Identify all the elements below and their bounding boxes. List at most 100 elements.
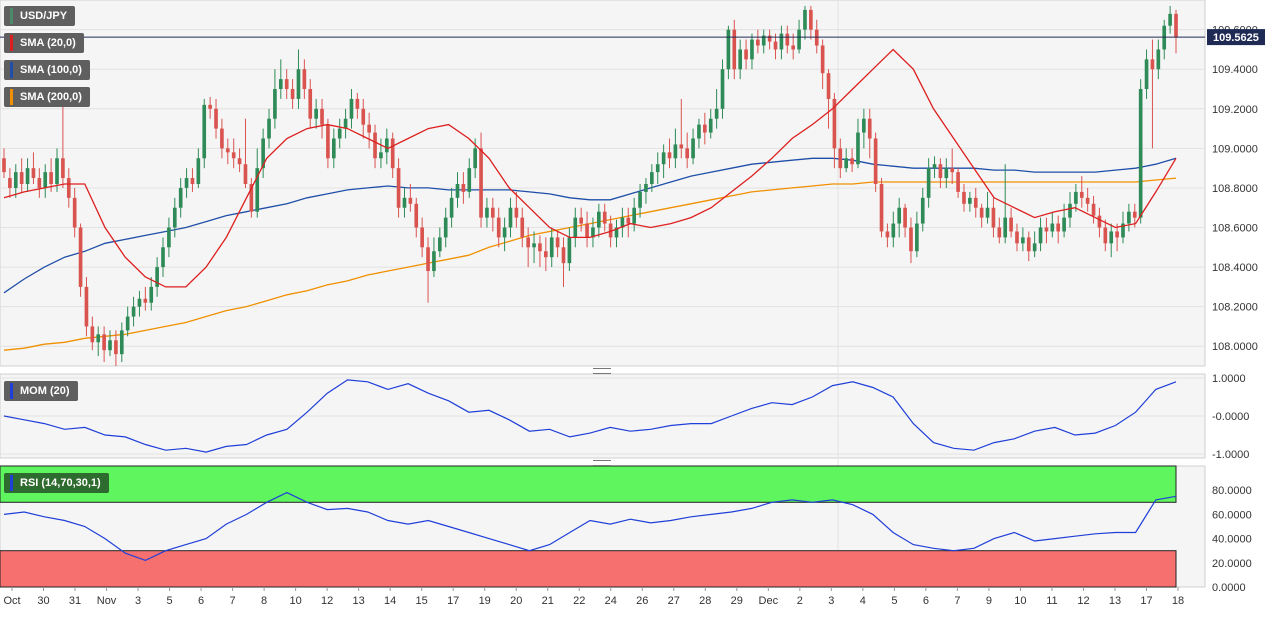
candle-body [791, 45, 796, 50]
legend-label-sma-100: SMA (100,0) [20, 64, 82, 76]
candle-body [561, 247, 566, 264]
x-tick-label: 13 [1109, 595, 1121, 607]
candle-body [597, 211, 601, 228]
candle-body [997, 227, 1002, 238]
legend-mom[interactable]: MOM (20) [4, 381, 78, 401]
candle-body [685, 148, 690, 159]
candle-body [873, 138, 878, 184]
candle-body [131, 306, 136, 317]
candle-body [520, 217, 525, 238]
candle-body [1127, 211, 1131, 224]
candle-body [1109, 231, 1114, 244]
rsi-tick-label: 60.0000 [1212, 509, 1252, 521]
candle-body [549, 237, 554, 258]
x-tick-label: Nov [97, 595, 117, 607]
candle-body [361, 108, 366, 125]
candle-body [779, 33, 784, 50]
candle-body [1068, 203, 1072, 218]
candle-body [396, 168, 401, 208]
candle-body [90, 326, 95, 343]
candle-body [926, 168, 931, 198]
candle-body [178, 187, 183, 208]
candle-body [650, 172, 654, 184]
candle-body [844, 158, 849, 169]
candle-body [1085, 197, 1090, 204]
candle-body [426, 247, 430, 272]
legend-swatch-mom [10, 383, 13, 399]
x-tick-label: 28 [699, 595, 711, 607]
rsi-tick-label: 40.0000 [1212, 534, 1252, 546]
candle-body [414, 203, 419, 228]
candle-body [249, 183, 254, 212]
candle-body [1174, 13, 1178, 38]
candle-body [920, 197, 925, 224]
candle-body [25, 168, 30, 184]
x-tick-label: 27 [668, 595, 680, 607]
candle-body [697, 124, 701, 139]
candle-body [750, 39, 754, 60]
candle-body [155, 267, 159, 287]
x-tick-label: 21 [542, 595, 554, 607]
legend-sma-20[interactable]: SMA (20,0) [4, 33, 84, 53]
candle-body [37, 178, 42, 188]
x-tick-label: 10 [1014, 595, 1026, 607]
candle-body [373, 132, 377, 159]
candle-body [314, 108, 318, 119]
candle-body [355, 98, 360, 109]
candle-body [573, 217, 578, 238]
candle-body [343, 118, 348, 129]
legend-usdjpy[interactable]: USD/JPY [4, 6, 76, 26]
candle-body [909, 227, 913, 252]
panel-resize-handle[interactable] [593, 460, 611, 466]
candle-body [119, 330, 124, 355]
candle-body [862, 118, 866, 133]
candle-body [320, 108, 324, 125]
candle-body [585, 223, 589, 238]
candle-body [255, 168, 260, 212]
mom-line [3, 379, 1177, 453]
x-tick-label: 11 [1046, 595, 1057, 607]
candle-body [538, 243, 542, 252]
candle-body [903, 207, 907, 228]
price-tick-label: 108.2000 [1212, 302, 1258, 314]
legend-label-sma-200: SMA (200,0) [20, 91, 82, 103]
candle-body [1156, 49, 1161, 70]
candle-body [13, 172, 18, 188]
candle-body [1121, 223, 1125, 238]
x-tick-label: Oct [3, 595, 20, 607]
candle-body [485, 207, 489, 218]
candle-body [1168, 13, 1172, 26]
legend-sma-200[interactable]: SMA (200,0) [4, 87, 90, 107]
candle-body [308, 89, 313, 119]
candle-body [220, 128, 224, 149]
price-tick-label: 109.4000 [1212, 64, 1258, 76]
legend-rsi[interactable]: RSI (14,70,30,1) [4, 473, 109, 493]
candle-body [284, 79, 289, 90]
candle-body [809, 9, 813, 30]
candle-body [149, 286, 154, 303]
candle-body [679, 144, 684, 149]
rsi-tick-label: 20.0000 [1212, 558, 1252, 570]
price-tick-label: 108.0000 [1212, 341, 1258, 353]
candle-body [579, 217, 583, 224]
candle-body [1097, 215, 1102, 228]
candle-body [1015, 231, 1019, 244]
candle-body [349, 98, 354, 119]
candle-body [1021, 237, 1025, 244]
x-tick-label: 3 [828, 595, 834, 607]
mom-tick-label: 1.0000 [1212, 373, 1246, 385]
candle-body [708, 118, 713, 133]
candle-body [479, 148, 483, 218]
candle-body [114, 340, 118, 355]
sma-20-line [3, 48, 1177, 288]
legend-sma-100[interactable]: SMA (100,0) [4, 60, 90, 80]
candle-body [761, 35, 766, 46]
price-tick-label: 108.6000 [1212, 223, 1258, 235]
x-tick-label: 29 [731, 595, 743, 607]
candle-body [1032, 243, 1037, 252]
candle-body [108, 340, 112, 351]
panel-resize-handle[interactable] [593, 368, 611, 374]
legend-label-sma-20: SMA (20,0) [20, 37, 76, 49]
candle-body [384, 138, 389, 153]
